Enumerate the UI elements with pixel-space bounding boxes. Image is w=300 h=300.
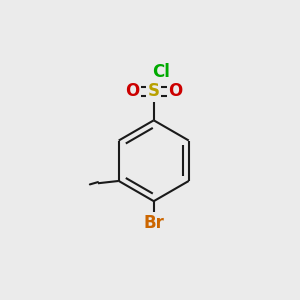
Text: O: O (125, 82, 139, 100)
Text: Br: Br (143, 214, 164, 232)
Text: O: O (169, 82, 183, 100)
Text: S: S (148, 82, 160, 100)
Text: Cl: Cl (152, 63, 170, 81)
